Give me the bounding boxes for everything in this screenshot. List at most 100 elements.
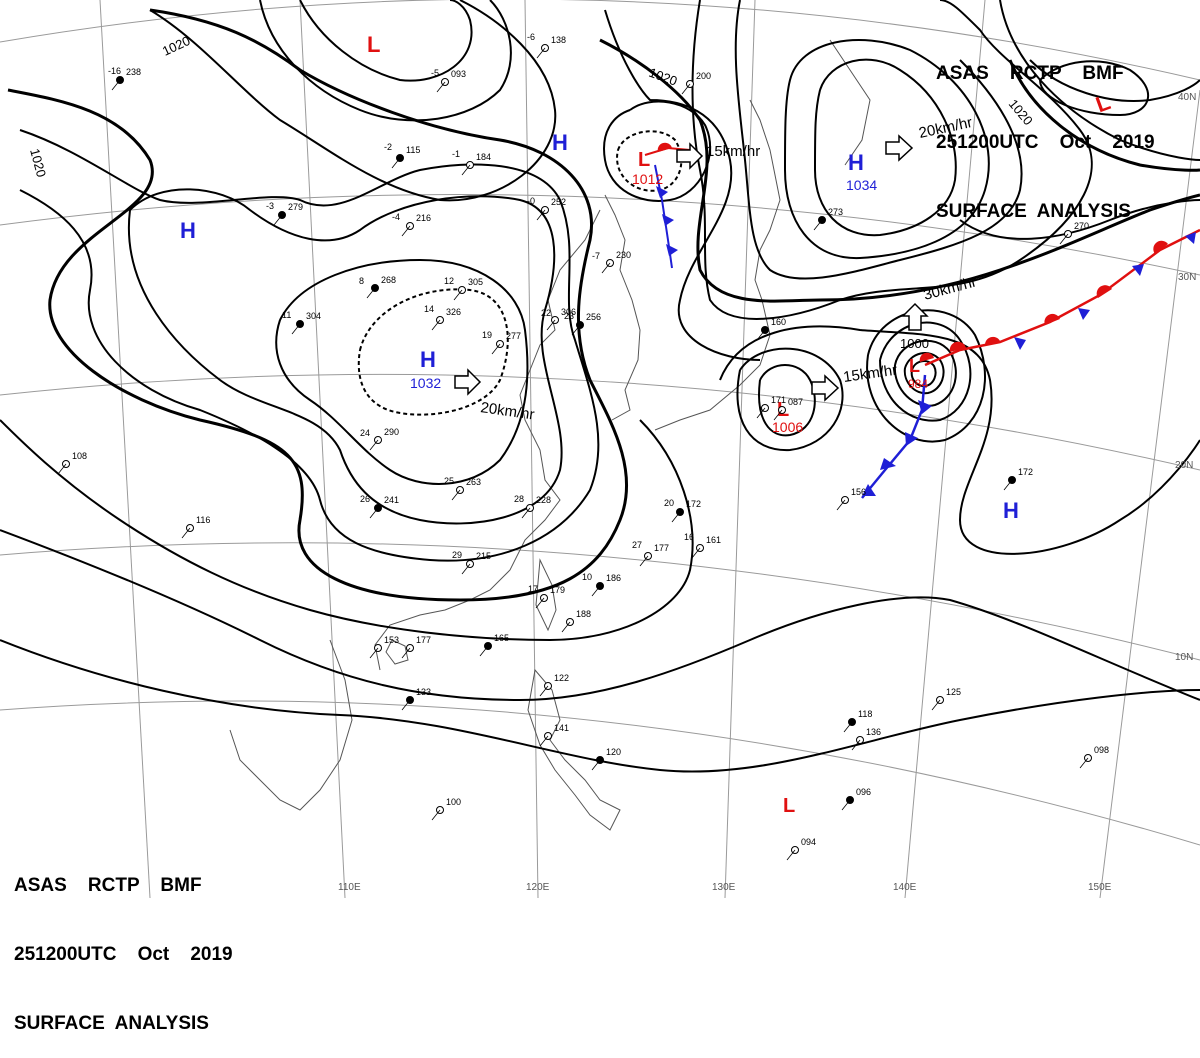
wind-barb: [843, 721, 853, 733]
lon-label: 120E: [526, 882, 550, 893]
station-pressure: 161: [706, 535, 721, 545]
wind-barb: [1079, 757, 1089, 769]
wind-barb: [591, 759, 601, 771]
meridian-100e: [99, 0, 151, 899]
station-plot: 326 14: [424, 304, 461, 331]
station-pressure: 200: [696, 71, 711, 81]
wind-barb: [813, 219, 823, 231]
coast-indochina: [229, 639, 353, 811]
station-plot: 141: [539, 723, 569, 747]
station-pressure: 096: [856, 787, 871, 797]
station-plot: 100: [431, 797, 461, 821]
wind-barb: [601, 262, 611, 274]
station-plot: 108: [57, 451, 87, 475]
station-plot: 177: [401, 635, 431, 659]
cold-front-triangle: [1078, 308, 1090, 320]
station-plot: 136: [851, 727, 881, 751]
isobar-korea-1: [603, 100, 711, 202]
coast-china: [374, 209, 601, 671]
parallel-30n: [0, 194, 1200, 276]
station-plot: 279 -3: [266, 201, 303, 226]
warm-front-semicircle: [1153, 240, 1168, 254]
isobar-1034-2: [783, 39, 990, 260]
isobar-south-japan-2: [736, 347, 844, 452]
station-plot: 138 -6: [527, 32, 566, 59]
station-temperature: 27: [632, 540, 642, 550]
station-pressure: 087: [788, 397, 803, 407]
pressure-value: 1032: [410, 375, 441, 391]
station-pressure: 184: [476, 152, 491, 162]
station-pressure: 141: [554, 723, 569, 733]
station-temperature: 10: [582, 572, 592, 582]
header-title-line: SURFACE ANALYSIS: [936, 201, 1131, 222]
station-pressure: 238: [126, 67, 141, 77]
station-plot: 160: [756, 317, 786, 341]
station-plot: 122: [539, 673, 569, 697]
isobar-label: 1000: [900, 336, 929, 351]
station-plot: 268 8: [359, 275, 396, 299]
pressure-center-high-north-central: H: [552, 130, 568, 155]
header-agency-line: ASAS RCTP BMF: [936, 63, 1124, 84]
station-pressure: 252: [551, 197, 566, 207]
station-temperature: 12: [444, 276, 454, 286]
map-background: [0, 0, 1200, 920]
station-temperature: -2: [384, 142, 392, 152]
wind-barb: [756, 329, 766, 341]
wind-barb: [561, 621, 571, 633]
motion-arrows: [454, 134, 929, 402]
motion-arrow-high-northeast: [885, 134, 914, 162]
station-pressure: 100: [446, 797, 461, 807]
high-symbol: H: [848, 150, 864, 175]
station-plot: 186 10: [582, 572, 621, 597]
isobar-north-2: [259, 0, 512, 122]
wind-barb: [1059, 233, 1069, 245]
header-agency-line: ASAS RCTP BMF: [14, 875, 202, 896]
wind-barb: [461, 164, 471, 176]
wind-barb: [369, 439, 379, 451]
station-temperature: -3: [266, 201, 274, 211]
isobar-typhoon-3: [903, 352, 945, 395]
station-temperature: -5: [431, 68, 439, 78]
station-plot: 096: [841, 787, 871, 811]
station-pressure: 153: [384, 635, 399, 645]
isobar-typhoon-2: [893, 339, 957, 407]
isobar-1028: [127, 188, 563, 525]
coast-korea: [604, 194, 641, 421]
station-pressure: 177: [416, 635, 431, 645]
cold-front-triangle: [918, 400, 932, 414]
lat-label: 20N: [1175, 460, 1193, 471]
isobar-typhoon-outer: [719, 325, 1200, 555]
isobar-south-japan-1: [758, 364, 816, 437]
wind-barb: [535, 597, 545, 609]
station-pressure: 108: [72, 451, 87, 461]
station-pressure: 215: [476, 551, 491, 561]
pressure-value: 984: [908, 377, 928, 391]
pressure-center-low-north: L: [367, 32, 380, 57]
meridian-130e: [724, 0, 756, 899]
warm-front-semicircle: [1096, 285, 1112, 298]
station-pressure: 256: [586, 312, 601, 322]
pressure-value: 1012: [632, 171, 663, 187]
wind-barb: [453, 289, 463, 301]
pressure-center-high-pacific: H: [1003, 498, 1019, 523]
station-pressure: 268: [381, 275, 396, 285]
station-plot: 179 17: [528, 584, 565, 609]
isobar-northeast-2: [1029, 59, 1200, 102]
wind-barb: [181, 527, 191, 539]
coast-kamchatka: [829, 39, 871, 166]
station-plot: 118: [843, 709, 872, 733]
wind-barb: [461, 563, 471, 575]
station-pressure: 230: [616, 250, 631, 260]
coast-philippines: [527, 668, 621, 831]
wind-barb: [391, 157, 401, 169]
wind-barb: [401, 647, 411, 659]
station-plot: 133: [401, 687, 431, 711]
station-pressure: 171: [771, 395, 786, 405]
wind-barb: [691, 547, 701, 559]
station-pressure: 115: [406, 145, 420, 155]
lon-label: 140E: [893, 882, 917, 893]
station-plot: 263 25: [444, 476, 481, 501]
wind-barb: [57, 463, 67, 475]
lon-label: 110E: [338, 882, 361, 893]
station-temperature: 25: [444, 476, 454, 486]
